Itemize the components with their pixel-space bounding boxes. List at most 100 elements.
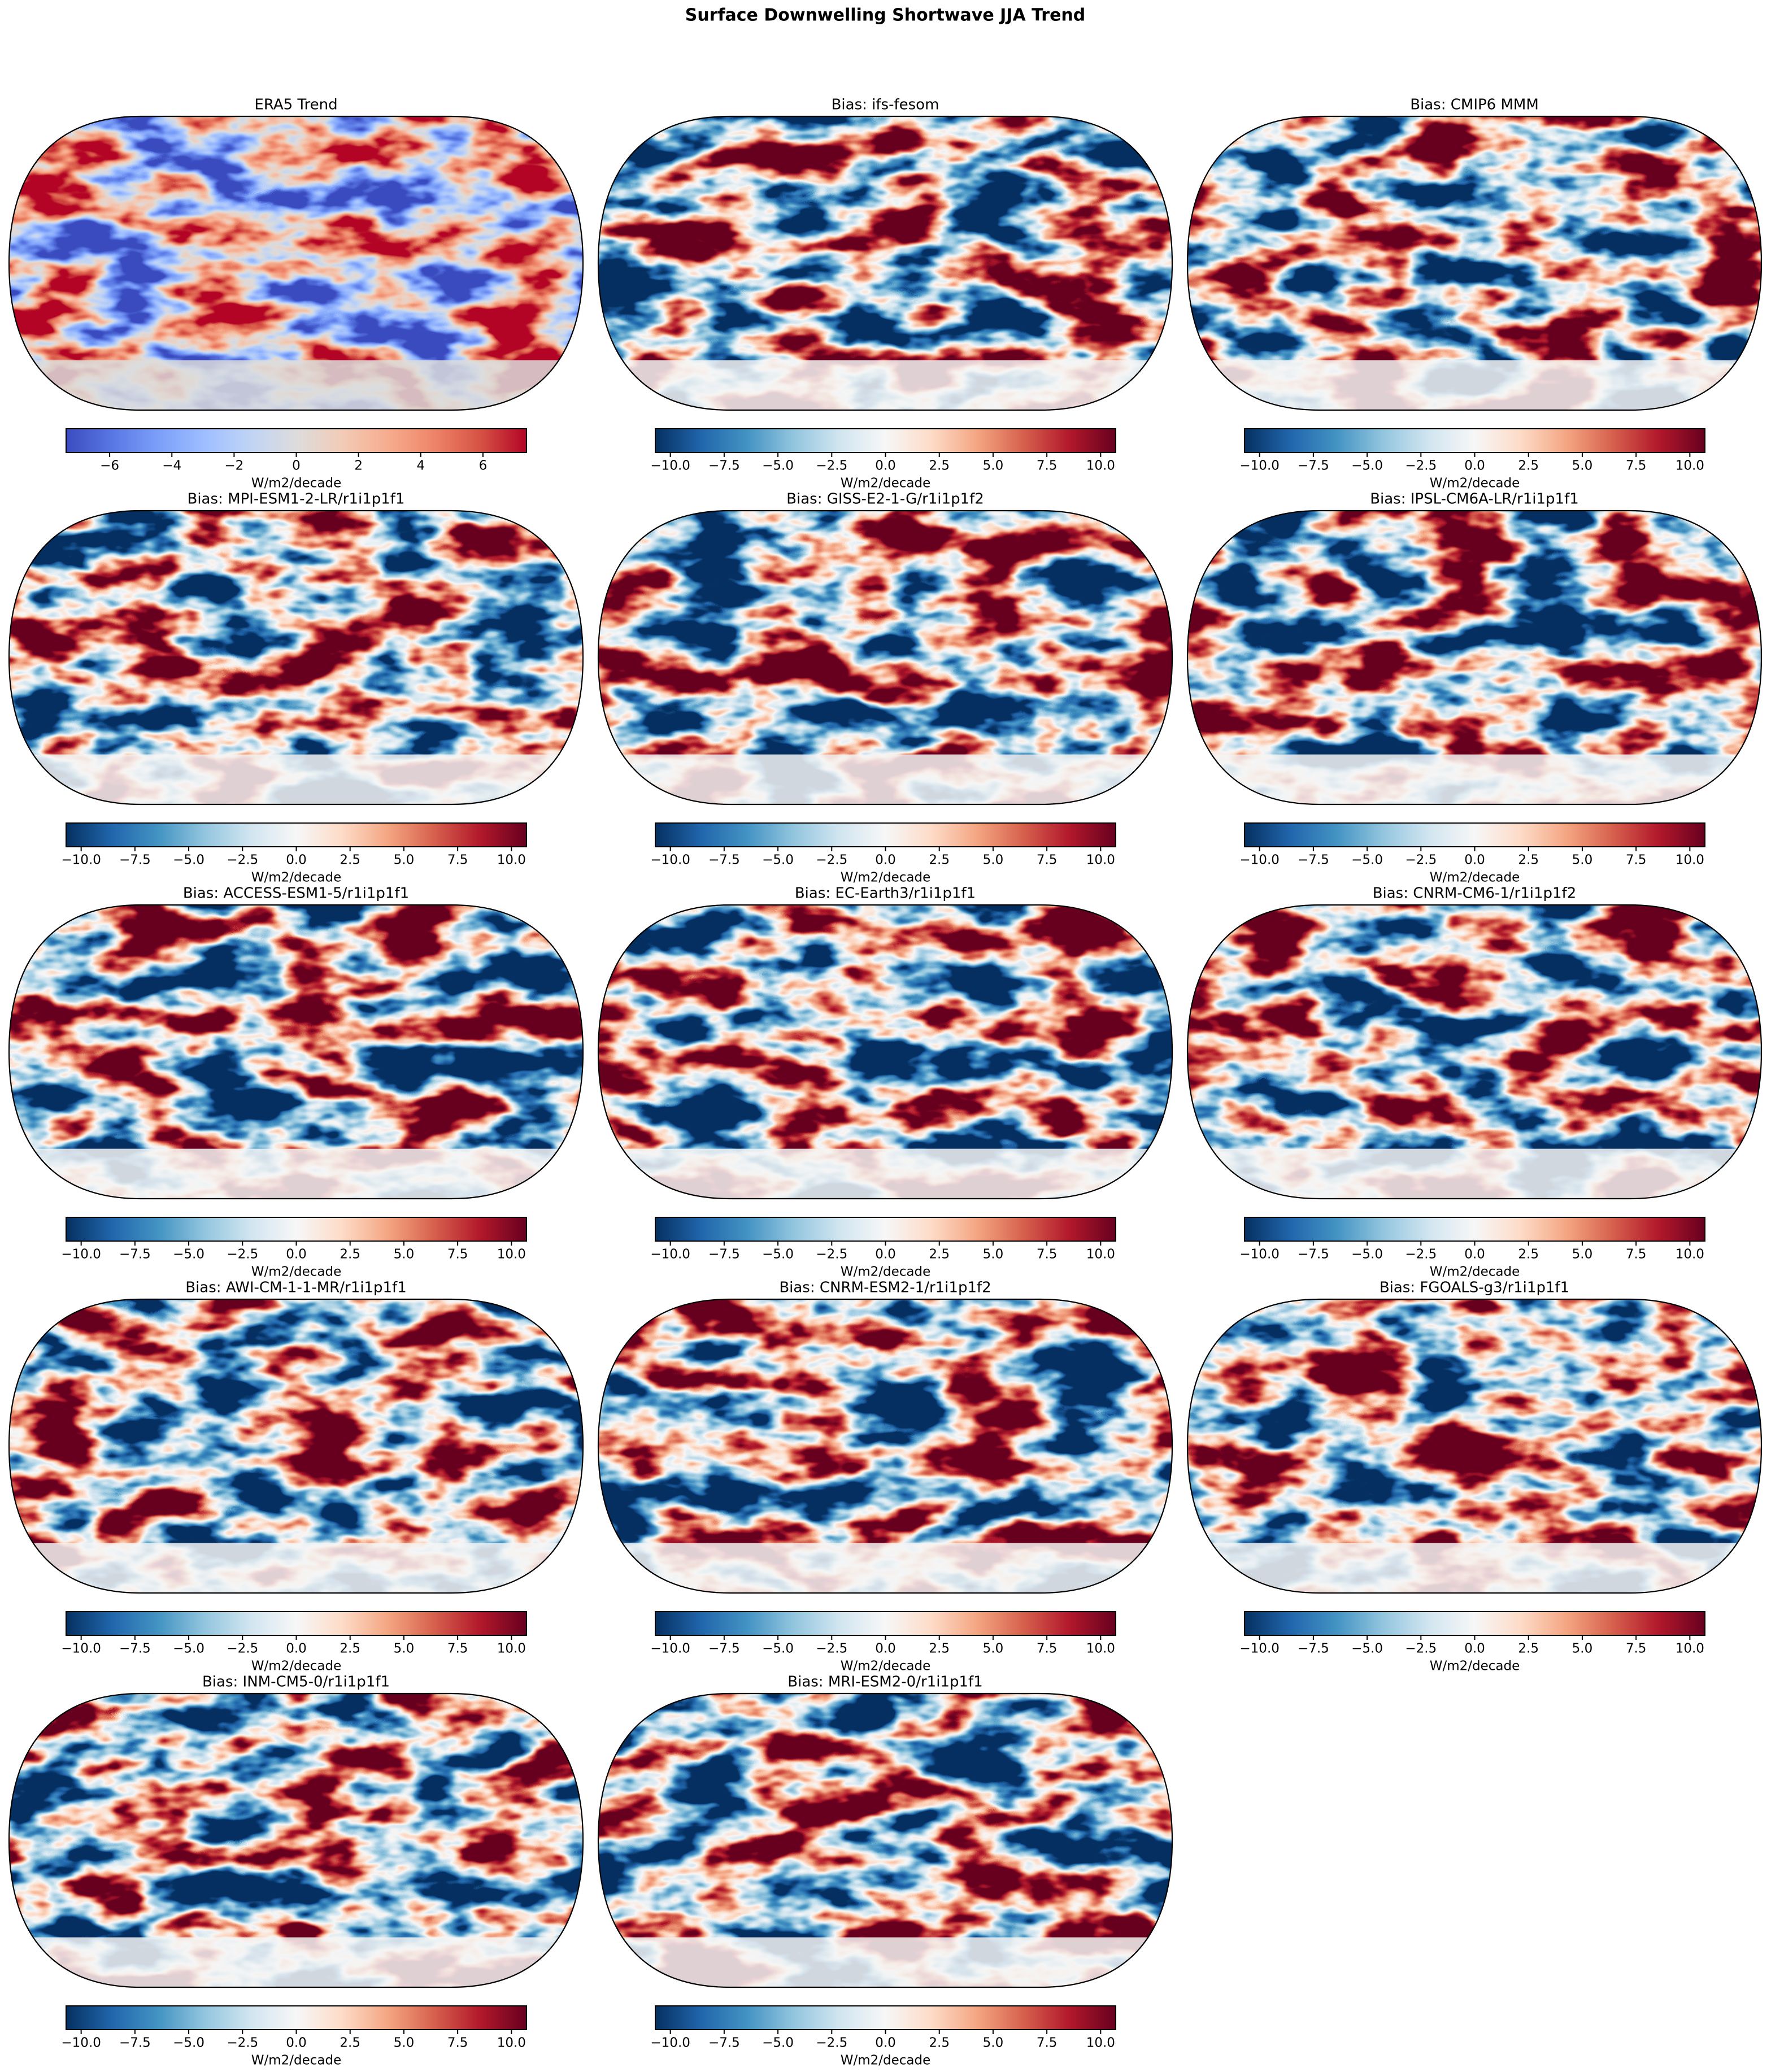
colorbar-tick-label: −10.0 bbox=[650, 853, 690, 868]
colorbar bbox=[655, 822, 1116, 847]
colorbar-tick-label: 0.0 bbox=[875, 1642, 896, 1656]
colorbar-tick-label: −5.0 bbox=[1351, 459, 1383, 473]
colorbar-tick-label: −4 bbox=[162, 459, 181, 473]
colorbar-tick-label: 0.0 bbox=[1464, 1247, 1485, 1262]
colorbar-label: W/m2/decade bbox=[1430, 476, 1520, 491]
map-outline bbox=[1186, 1298, 1763, 1594]
colorbar-label: W/m2/decade bbox=[841, 2053, 931, 2068]
colorbar-tick-label: −7.5 bbox=[1298, 459, 1329, 473]
colorbar-tick-label: 5.0 bbox=[1572, 1247, 1593, 1262]
colorbar-tick-label: 5.0 bbox=[983, 853, 1004, 868]
colorbar-tick-label: 7.5 bbox=[1626, 1247, 1647, 1262]
colorbar-tick-label: −5.0 bbox=[173, 1642, 204, 1656]
colorbar-tick-label: −5.0 bbox=[1351, 853, 1383, 868]
figure-title: Surface Downwelling Shortwave JJA Trend bbox=[685, 6, 1086, 25]
colorbar-tick-label: 6 bbox=[479, 459, 488, 473]
colorbar-tick-label: −5.0 bbox=[173, 853, 204, 868]
colorbar-tick-label: 2.5 bbox=[929, 1642, 950, 1656]
colorbar-tick-label: 0 bbox=[292, 459, 301, 473]
map bbox=[1187, 905, 1761, 1199]
colorbar-tick-label: −2.5 bbox=[816, 1247, 847, 1262]
map-outline bbox=[597, 1298, 1173, 1594]
colorbar-label: W/m2/decade bbox=[841, 476, 931, 491]
colorbar-tick-label: −2.5 bbox=[1405, 459, 1437, 473]
colorbar-tick-label: 2.5 bbox=[340, 853, 360, 868]
colorbar bbox=[66, 1217, 527, 1242]
panel-title: Bias: EC-Earth3/r1i1p1f1 bbox=[795, 885, 976, 902]
map-outline bbox=[597, 1692, 1173, 1988]
colorbar-tick-label: 10.0 bbox=[1676, 459, 1704, 473]
panel-title: Bias: ifs-fesom bbox=[832, 97, 939, 114]
colorbar-tick-label: −6 bbox=[100, 459, 119, 473]
colorbar-tick-label: −2.5 bbox=[816, 2036, 847, 2051]
colorbar-tick-label: −7.5 bbox=[708, 1247, 740, 1262]
colorbar-label: W/m2/decade bbox=[1430, 870, 1520, 885]
colorbar-tick-label: −7.5 bbox=[708, 459, 740, 473]
colorbar-tick-label: −10.0 bbox=[61, 1642, 101, 1656]
colorbar-tick-label: −7.5 bbox=[119, 2036, 151, 2051]
colorbar-tick-label: 7.5 bbox=[1037, 853, 1058, 868]
colorbar-tick-label: 5.0 bbox=[1572, 459, 1593, 473]
colorbar-tick-label: 10.0 bbox=[1676, 853, 1704, 868]
colorbar-tick-label: 10.0 bbox=[1086, 1247, 1115, 1262]
panel-title: Bias: FGOALS-g3/r1i1p1f1 bbox=[1380, 1279, 1569, 1296]
colorbar-tick-label: −5.0 bbox=[762, 853, 794, 868]
colorbar-tick-label: −7.5 bbox=[708, 1642, 740, 1656]
colorbar-tick-label: 2.5 bbox=[1518, 853, 1539, 868]
colorbar-tick-label: −2 bbox=[224, 459, 243, 473]
colorbar-tick-label: −5.0 bbox=[173, 1247, 204, 1262]
colorbar-tick-label: 0.0 bbox=[1464, 459, 1485, 473]
colorbar-label: W/m2/decade bbox=[251, 2053, 342, 2068]
colorbar-tick-label: 5.0 bbox=[983, 1247, 1004, 1262]
colorbar-tick-label: 5.0 bbox=[983, 2036, 1004, 2051]
map bbox=[9, 905, 583, 1199]
map bbox=[598, 511, 1172, 804]
colorbar-tick-label: 7.5 bbox=[1626, 1642, 1647, 1656]
panel-title: Bias: INM-CM5-0/r1i1p1f1 bbox=[202, 1674, 390, 1691]
colorbar-tick-label: −2.5 bbox=[816, 853, 847, 868]
colorbar-tick-label: 7.5 bbox=[1626, 853, 1647, 868]
colorbar-tick-label: −5.0 bbox=[1351, 1642, 1383, 1656]
colorbar-tick-label: −7.5 bbox=[1298, 1247, 1329, 1262]
colorbar-label: W/m2/decade bbox=[1430, 1659, 1520, 1674]
colorbar-tick-label: 10.0 bbox=[1086, 2036, 1115, 2051]
colorbar-tick-label: −2.5 bbox=[1405, 1247, 1437, 1262]
colorbar-tick-label: 0.0 bbox=[875, 459, 896, 473]
colorbar-tick-label: 7.5 bbox=[1037, 1642, 1058, 1656]
colorbar-tick-label: −2.5 bbox=[1405, 853, 1437, 868]
colorbar-tick-label: 10.0 bbox=[497, 1247, 526, 1262]
colorbar-tick-label: −5.0 bbox=[762, 1247, 794, 1262]
colorbar-tick-label: −7.5 bbox=[119, 853, 151, 868]
colorbar-tick-label: −2.5 bbox=[227, 853, 258, 868]
colorbar-tick-label: −5.0 bbox=[762, 1642, 794, 1656]
colorbar-tick-label: 10.0 bbox=[497, 853, 526, 868]
colorbar-tick-label: 7.5 bbox=[1037, 2036, 1058, 2051]
colorbar-tick-label: −7.5 bbox=[119, 1247, 151, 1262]
colorbar bbox=[66, 428, 527, 453]
map bbox=[1187, 116, 1761, 410]
colorbar-tick-label: 2.5 bbox=[1518, 1247, 1539, 1262]
panel-title: Bias: CMIP6 MMM bbox=[1410, 97, 1539, 114]
colorbar-tick-label: 2.5 bbox=[1518, 459, 1539, 473]
colorbar-tick-label: −5.0 bbox=[1351, 1247, 1383, 1262]
colorbar-tick-label: −2.5 bbox=[816, 459, 847, 473]
map-outline bbox=[597, 510, 1173, 806]
colorbar bbox=[1244, 1217, 1705, 1242]
colorbar-tick-label: 2.5 bbox=[1518, 1642, 1539, 1656]
colorbar-tick-label: 2.5 bbox=[929, 1247, 950, 1262]
colorbar-tick-label: −10.0 bbox=[650, 1247, 690, 1262]
colorbar-tick-label: 0.0 bbox=[1464, 853, 1485, 868]
colorbar-label: W/m2/decade bbox=[841, 1659, 931, 1674]
colorbar-tick-label: 10.0 bbox=[1676, 1642, 1704, 1656]
colorbar-tick-label: −2.5 bbox=[816, 1642, 847, 1656]
colorbar-tick-label: −7.5 bbox=[1298, 1642, 1329, 1656]
colorbar-tick-label: 7.5 bbox=[1626, 459, 1647, 473]
colorbar-tick-label: −10.0 bbox=[650, 459, 690, 473]
map bbox=[598, 905, 1172, 1199]
colorbar-tick-label: 2.5 bbox=[340, 1247, 360, 1262]
colorbar-tick-label: 0.0 bbox=[875, 853, 896, 868]
colorbar-tick-label: 7.5 bbox=[447, 2036, 468, 2051]
colorbar-tick-label: 5.0 bbox=[1572, 1642, 1593, 1656]
colorbar-label: W/m2/decade bbox=[251, 476, 342, 491]
colorbar-label: W/m2/decade bbox=[841, 870, 931, 885]
